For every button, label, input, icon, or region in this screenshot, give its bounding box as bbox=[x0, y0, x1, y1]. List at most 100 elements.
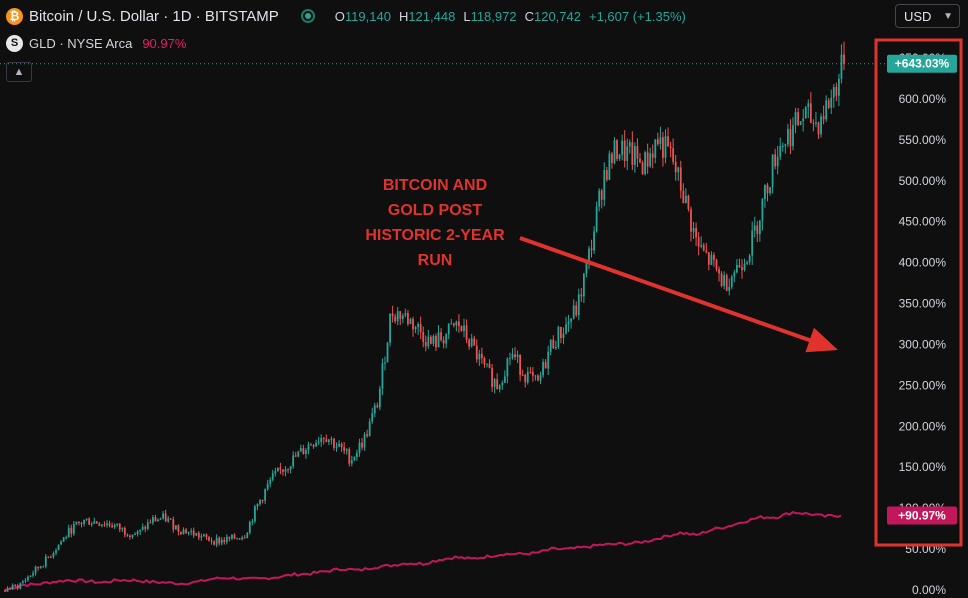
chart-header: ₿ Bitcoin / U.S. Dollar · 1D · BITSTAMP … bbox=[0, 0, 968, 60]
candle-body bbox=[503, 376, 506, 383]
candle-body bbox=[452, 323, 455, 326]
candle-body bbox=[361, 442, 363, 448]
candle-body bbox=[381, 363, 384, 389]
candle-body bbox=[228, 536, 231, 539]
candle-body bbox=[697, 237, 700, 247]
collapse-legend-button[interactable]: ▲ bbox=[6, 62, 32, 82]
candle-body bbox=[843, 54, 845, 64]
candle-body bbox=[101, 524, 103, 526]
candle-body bbox=[475, 345, 478, 360]
currency-select[interactable]: USD ▼ bbox=[895, 4, 960, 28]
low-value: 118,972 bbox=[470, 8, 517, 24]
candle-body bbox=[560, 326, 562, 338]
candle-body bbox=[460, 325, 463, 332]
candle-body bbox=[501, 382, 504, 386]
candle-body bbox=[598, 190, 601, 207]
candle-body bbox=[386, 342, 389, 363]
candle-body bbox=[356, 453, 358, 458]
candle-body bbox=[213, 541, 216, 545]
candle-body bbox=[557, 326, 560, 347]
candle-body bbox=[9, 588, 12, 590]
candle-body bbox=[654, 139, 657, 158]
candle-body bbox=[289, 466, 292, 470]
candle-body bbox=[154, 517, 157, 522]
candle-body bbox=[78, 521, 80, 523]
candle-body bbox=[562, 333, 565, 338]
candle-body bbox=[404, 313, 407, 316]
candle-body bbox=[4, 590, 6, 592]
annotation-text-line: RUN bbox=[418, 252, 453, 269]
candle-body bbox=[95, 521, 98, 524]
candle-body bbox=[669, 146, 672, 149]
candle-body bbox=[108, 523, 111, 526]
candle-body bbox=[177, 525, 180, 532]
candle-body bbox=[600, 190, 603, 200]
candle-body bbox=[218, 537, 221, 544]
candle-body bbox=[67, 527, 70, 538]
candle-body bbox=[766, 184, 769, 194]
candle-body bbox=[741, 267, 743, 270]
candle-body bbox=[103, 524, 106, 526]
gld-icon: S bbox=[6, 34, 23, 52]
candle-body bbox=[713, 254, 715, 260]
candle-body bbox=[567, 321, 570, 325]
ohlc-values: O119,140 H121,448 L118,972 C120,742 +1,6… bbox=[335, 9, 686, 24]
candle-body bbox=[327, 439, 330, 443]
gld-last-badge-label: +90.97% bbox=[898, 509, 946, 523]
candle-body bbox=[646, 152, 649, 167]
candle-body bbox=[832, 86, 835, 98]
candle-body bbox=[743, 263, 746, 270]
btc-series bbox=[4, 41, 845, 592]
gld-last-badge bbox=[887, 506, 957, 525]
candle-body bbox=[799, 121, 802, 125]
candle-body bbox=[307, 444, 310, 451]
candle-body bbox=[205, 534, 208, 538]
candle-body bbox=[297, 451, 300, 457]
compare-symbol-title[interactable]: GLD · NYSE Arca bbox=[29, 35, 133, 51]
y-tick-label: 450.00% bbox=[899, 215, 947, 229]
candle-body bbox=[358, 442, 361, 454]
candle-body bbox=[162, 513, 165, 519]
candle-body bbox=[21, 581, 24, 584]
candle-body bbox=[44, 556, 47, 567]
candle-body bbox=[192, 530, 195, 536]
candle-body bbox=[521, 374, 524, 376]
candle-body bbox=[185, 529, 187, 534]
candle-body bbox=[246, 532, 249, 539]
candle-body bbox=[825, 100, 828, 120]
candle-body bbox=[182, 529, 185, 535]
candle-body bbox=[613, 140, 616, 163]
candle-body bbox=[605, 169, 608, 180]
candle-body bbox=[126, 534, 129, 536]
candle-body bbox=[62, 537, 65, 542]
candle-body bbox=[238, 538, 241, 540]
candle-body bbox=[302, 448, 305, 455]
candle-body bbox=[294, 455, 297, 457]
candle-body bbox=[152, 517, 154, 523]
candle-body bbox=[269, 479, 272, 484]
currency-label: USD bbox=[904, 8, 932, 24]
candle-body bbox=[659, 137, 662, 144]
candle-body bbox=[305, 450, 307, 455]
market-status-icon[interactable] bbox=[300, 9, 315, 23]
y-tick-label: 300.00% bbox=[899, 337, 947, 351]
candle-body bbox=[90, 523, 93, 525]
candle-body bbox=[830, 97, 833, 108]
y-tick-label: 0.00% bbox=[912, 583, 946, 597]
candle-body bbox=[368, 421, 371, 437]
candle-body bbox=[756, 225, 759, 235]
candle-body bbox=[445, 334, 448, 344]
candle-body bbox=[682, 190, 685, 204]
candle-body bbox=[623, 140, 626, 161]
candle-body bbox=[662, 137, 664, 158]
candle-body bbox=[320, 437, 323, 443]
candle-body bbox=[264, 489, 267, 501]
candle-body bbox=[203, 534, 205, 537]
candle-body bbox=[42, 566, 45, 568]
symbol-title[interactable]: Bitcoin / U.S. Dollar · 1D · BITSTAMP bbox=[29, 7, 279, 25]
candle-body bbox=[677, 167, 680, 173]
candle-body bbox=[544, 361, 547, 369]
candle-body bbox=[340, 443, 343, 448]
candle-body bbox=[784, 144, 787, 146]
